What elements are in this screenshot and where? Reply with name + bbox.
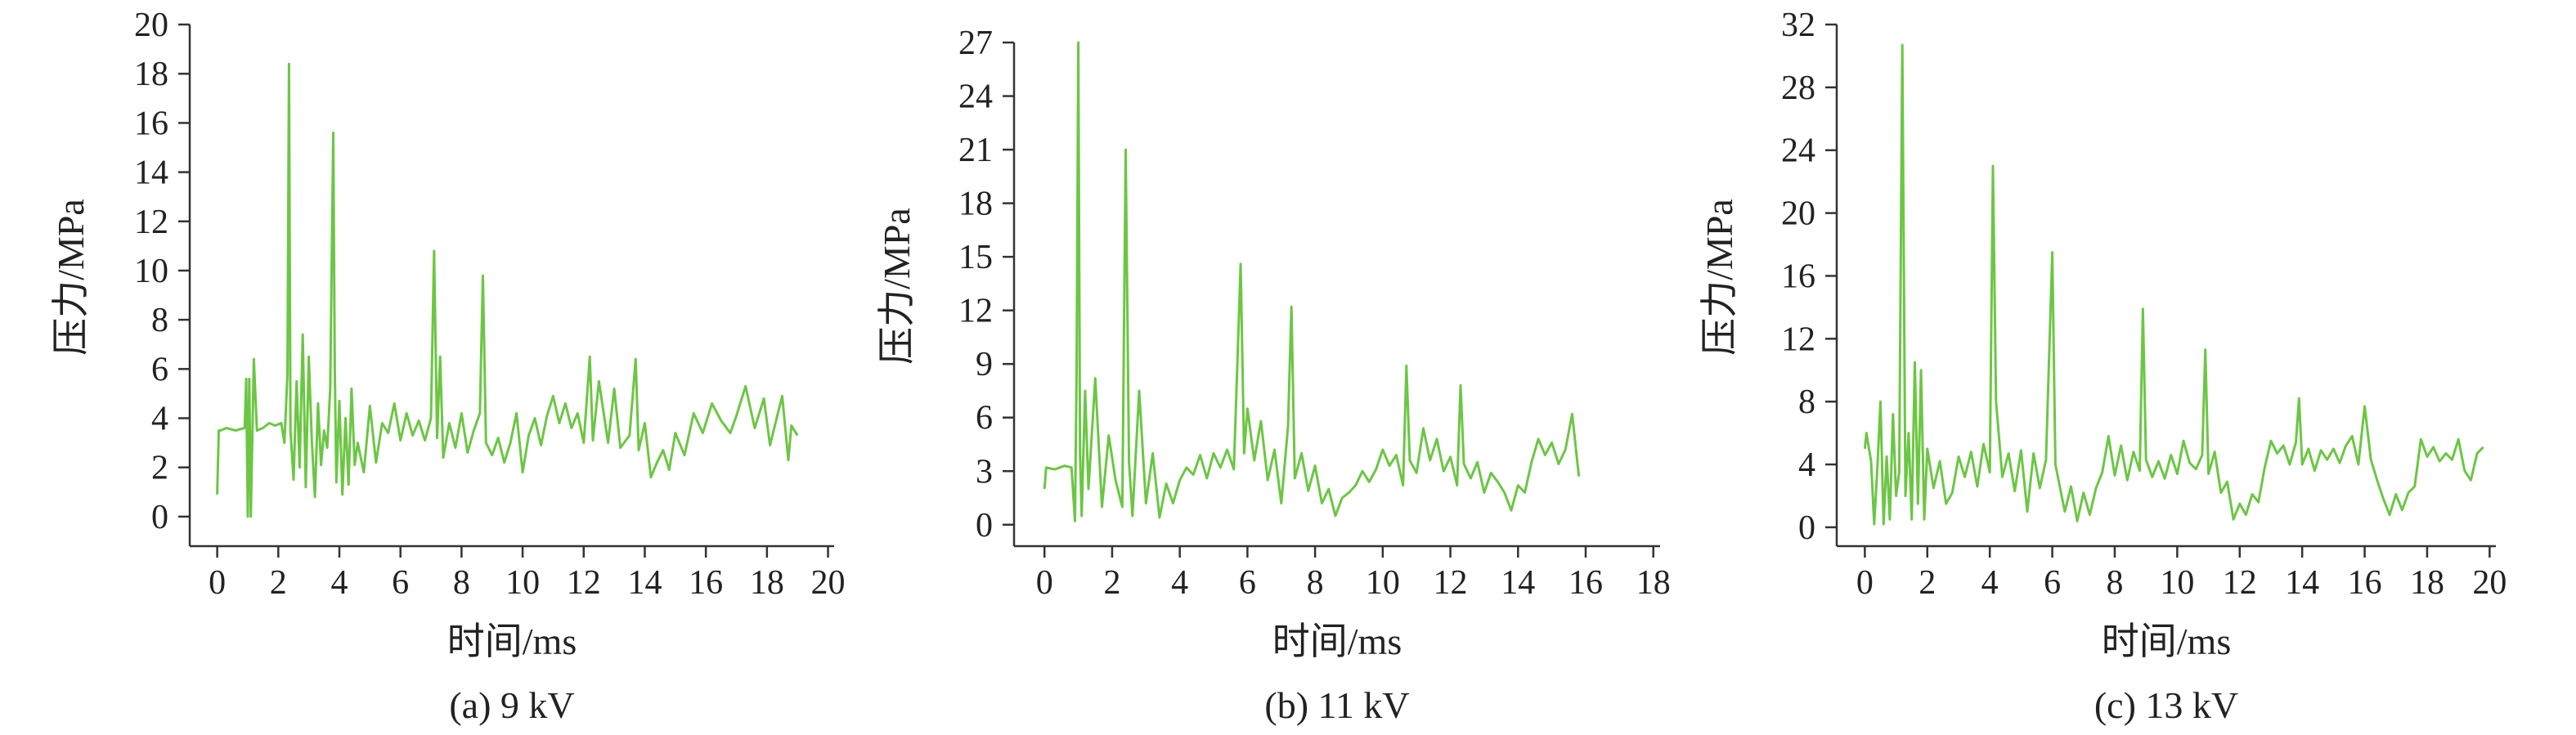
x-tick-label: 16 — [2348, 564, 2382, 602]
x-tick-label: 12 — [567, 564, 601, 602]
y-tick-label: 0 — [1798, 509, 1815, 547]
y-tick-label: 32 — [1781, 7, 1815, 44]
x-tick-label: 8 — [2106, 564, 2123, 602]
x-tick-label: 18 — [2410, 564, 2444, 602]
y-tick-label: 10 — [134, 253, 168, 290]
chart-caption: (a) 9 kV — [449, 684, 574, 726]
x-tick-label: 16 — [1568, 564, 1603, 602]
pressure-series-line — [216, 62, 799, 518]
y-tick-label: 12 — [958, 293, 993, 330]
x-axis-label: 时间/ms — [1272, 621, 1402, 662]
x-tick-label: 2 — [1103, 564, 1120, 602]
x-tick-label: 6 — [1239, 564, 1256, 602]
x-tick-label: 10 — [1366, 564, 1400, 602]
y-axis-label: 压力/MPa — [1699, 199, 1740, 356]
x-tick-label: 14 — [627, 564, 662, 602]
y-tick-label: 12 — [1781, 320, 1815, 358]
x-tick-label: 2 — [270, 564, 287, 602]
x-tick-label: 14 — [1501, 564, 1535, 602]
y-tick-label: 9 — [976, 346, 993, 383]
chart-caption: (b) 11 kV — [1264, 684, 1409, 726]
x-tick-label: 0 — [1036, 564, 1053, 602]
y-tick-label: 15 — [958, 239, 993, 276]
chart-9kv: 0 2 4 6 8 10 12 14 16 18 20 0 2 4 6 8 10 12 14 16 18 20 时间/ms 压… — [50, 7, 846, 726]
x-tick-label: 2 — [1919, 564, 1936, 602]
y-tick-label: 20 — [134, 7, 168, 44]
x-tick-label: 8 — [453, 564, 470, 602]
y-tick-label: 6 — [976, 400, 993, 437]
y-tick-label: 0 — [976, 507, 993, 545]
x-tick-label: 20 — [811, 564, 846, 602]
x-tick-label: 10 — [2160, 564, 2194, 602]
x-axis-label: 时间/ms — [447, 621, 577, 662]
x-tick-label: 6 — [392, 564, 409, 602]
y-tick-label: 27 — [958, 25, 993, 62]
x-tick-label: 0 — [209, 564, 226, 602]
y-tick-label: 4 — [1798, 446, 1815, 484]
x-tick-label: 8 — [1307, 564, 1324, 602]
x-tick-label: 4 — [330, 564, 348, 602]
y-tick-label: 6 — [151, 351, 168, 388]
y-axis-label: 压力/MPa — [50, 199, 92, 356]
x-tick-label: 12 — [1434, 564, 1468, 602]
x-tick-label: 20 — [2472, 564, 2506, 602]
y-tick-label: 8 — [1798, 383, 1815, 421]
y-tick-label: 28 — [1781, 69, 1815, 107]
x-tick-label: 4 — [1171, 564, 1188, 602]
y-tick-label: 2 — [151, 450, 168, 487]
pressure-series-line — [1863, 43, 2484, 526]
x-tick-label: 12 — [2223, 564, 2257, 602]
y-axis-label: 压力/MPa — [876, 208, 918, 365]
y-tick-label: 8 — [151, 302, 168, 339]
x-tick-label: 14 — [2285, 564, 2319, 602]
chart-11kv: 0 2 4 6 8 10 12 14 16 180369121518212427时间/ms压力/M… — [876, 25, 1671, 726]
y-tick-label: 24 — [1781, 132, 1815, 170]
y-tick-label: 21 — [958, 132, 993, 169]
x-axis-label: 时间/ms — [2102, 621, 2231, 662]
x-tick-label: 16 — [689, 564, 723, 602]
y-tick-label: 0 — [151, 499, 168, 536]
y-tick-label: 24 — [958, 78, 993, 116]
x-tick-label: 6 — [2044, 564, 2061, 602]
x-tick-label: 18 — [1636, 564, 1671, 602]
chart-caption: (c) 13 kV — [2094, 684, 2238, 726]
y-tick-label: 16 — [1781, 258, 1815, 295]
x-tick-label: 4 — [1981, 564, 1999, 602]
y-tick-label: 16 — [134, 105, 168, 142]
y-tick-label: 14 — [134, 155, 168, 192]
pressure-series-line — [1043, 41, 1581, 522]
y-tick-label: 3 — [976, 453, 993, 491]
chart-13kv: 0 2 4 6 8 10 12 14 16 18 20048121620242832时间/ms压力/… — [1699, 7, 2506, 726]
y-tick-label: 4 — [151, 401, 168, 438]
x-tick-label: 0 — [1856, 564, 1874, 602]
y-tick-label: 12 — [134, 204, 168, 241]
x-tick-label: 10 — [505, 564, 540, 602]
y-tick-label: 18 — [134, 56, 168, 93]
y-tick-label: 18 — [958, 186, 993, 223]
y-tick-label: 20 — [1781, 195, 1815, 233]
x-tick-label: 18 — [750, 564, 784, 602]
